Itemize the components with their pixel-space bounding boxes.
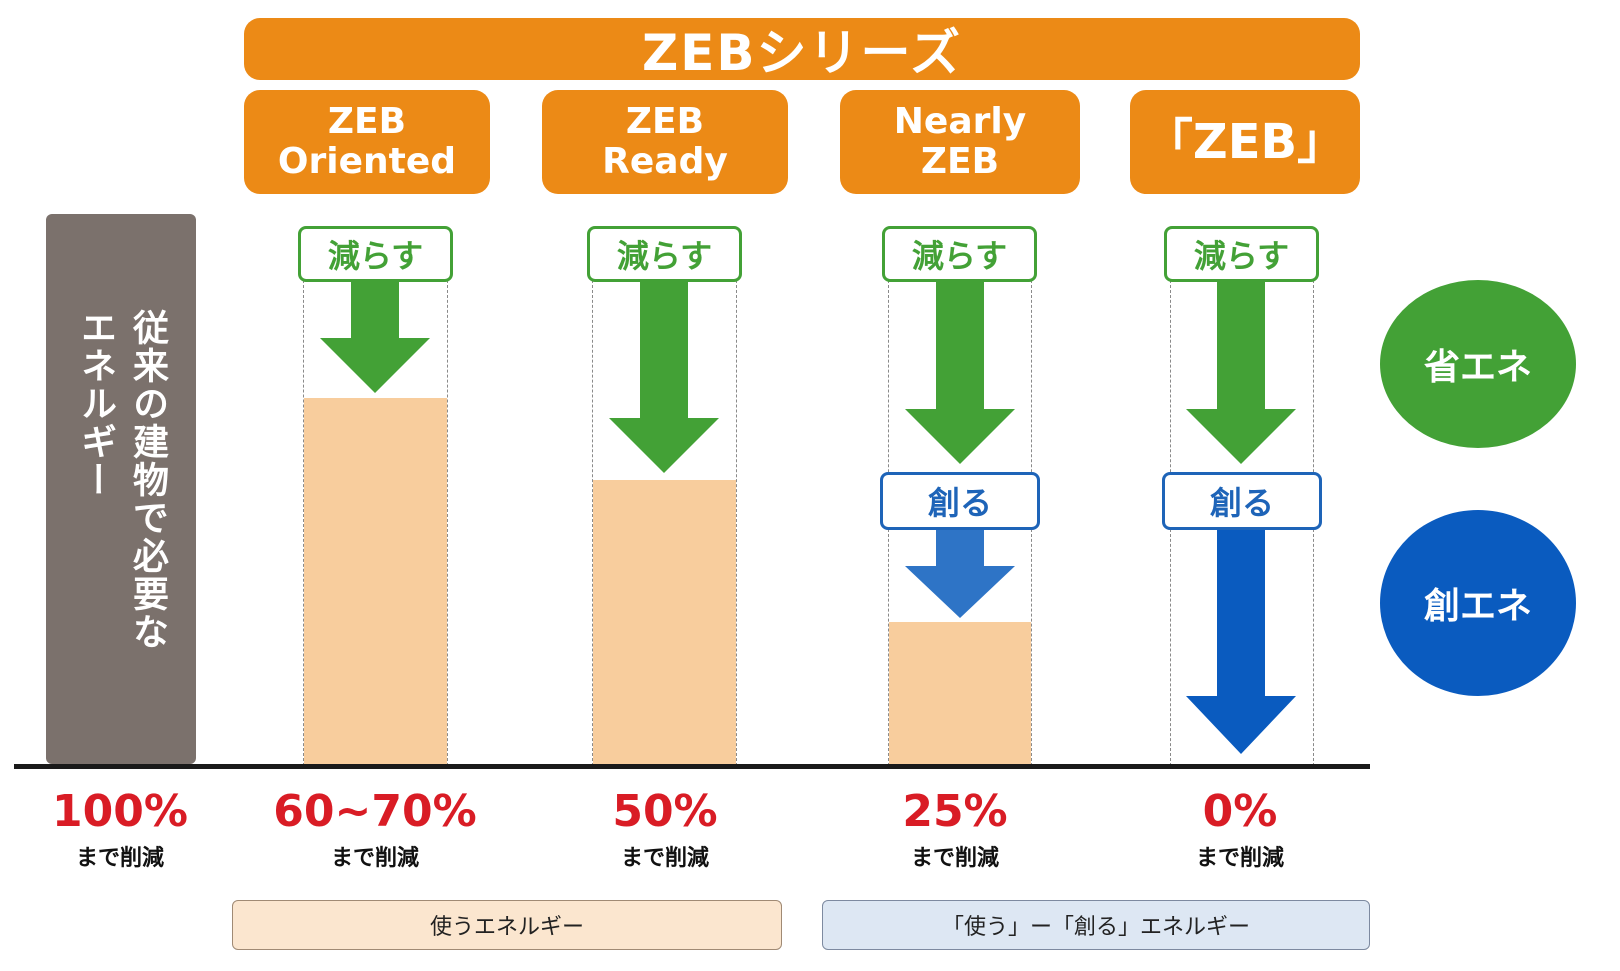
remaining-energy-bar (304, 398, 447, 766)
legend-create-label: 創エネ (1423, 586, 1532, 627)
level-name: ZEB Oriented (277, 101, 457, 182)
use-energy-box: 使うエネルギー (232, 900, 782, 950)
percent-sub: まで削減 (75, 846, 164, 871)
percent-conventional: 100% (52, 786, 188, 837)
reduce-tag-label: 減らす (616, 237, 713, 275)
zeb-series-banner: ZEBシリーズ (244, 18, 1360, 82)
reduce-tag: 減らす (882, 226, 1037, 282)
level-name: 「ZEB」 (1144, 114, 1346, 170)
percent-zeb: 0% (1202, 786, 1278, 837)
reduce-arrow-icon (609, 278, 719, 473)
conventional-energy-bar: 従来の建物で必要なエネルギー (46, 214, 196, 764)
level-name: ZEB Ready (602, 101, 728, 182)
column-guide-left (303, 280, 304, 766)
column-guide-left (592, 280, 593, 766)
create-tag-label: 創る (1209, 484, 1274, 522)
legend-save-energy: 省エネ (1380, 280, 1576, 448)
level-header-zeb-oriented: ZEB Oriented (244, 90, 490, 194)
baseline (14, 764, 1370, 769)
column-guide-right (447, 280, 448, 766)
level-name: Nearly ZEB (893, 101, 1027, 182)
column-guide-right (736, 280, 737, 766)
level-header-zeb-ready: ZEB Ready (542, 90, 788, 194)
percent-sub: まで削減 (620, 846, 709, 871)
create-tag: 創る (1162, 472, 1322, 530)
percent-nearly-zeb: 25% (902, 786, 1008, 837)
percent-sub: まで削減 (910, 846, 999, 871)
reduce-arrow-icon (1186, 278, 1296, 464)
reduce-arrow-icon (320, 278, 430, 393)
create-arrow-icon (905, 526, 1015, 618)
level-header-nearly-zeb: Nearly ZEB (840, 90, 1080, 194)
conventional-energy-label: 従来の建物で必要なエネルギー (75, 309, 168, 651)
level-header-zeb: 「ZEB」 (1130, 90, 1360, 194)
legend-save-label: 省エネ (1423, 347, 1532, 388)
percent-sub: まで削減 (1195, 846, 1284, 871)
percent-zeb-ready: 50% (612, 786, 718, 837)
reduce-tag: 減らす (298, 226, 453, 282)
reduce-tag-label: 減らす (911, 237, 1008, 275)
create-tag-label: 創る (927, 484, 992, 522)
remaining-energy-bar (889, 622, 1031, 766)
reduce-tag-label: 減らす (1193, 237, 1290, 275)
reduce-tag-label: 減らす (327, 237, 424, 275)
zeb-series-title: ZEBシリーズ (641, 24, 963, 82)
use-energy-label: 使うエネルギー (429, 915, 584, 940)
reduce-tag: 減らす (1164, 226, 1319, 282)
percent-sub: まで削減 (330, 846, 419, 871)
create-tag: 創る (880, 472, 1040, 530)
create-arrow-icon (1186, 526, 1296, 754)
use-minus-create-label: 「使う」ー「創る」エネルギー (941, 915, 1250, 940)
percent-zeb-oriented: 60~70% (273, 786, 477, 837)
legend-create-energy: 創エネ (1380, 510, 1576, 696)
reduce-tag: 減らす (587, 226, 742, 282)
use-minus-create-box: 「使う」ー「創る」エネルギー (822, 900, 1370, 950)
remaining-energy-bar (593, 480, 736, 766)
reduce-arrow-icon (905, 278, 1015, 464)
